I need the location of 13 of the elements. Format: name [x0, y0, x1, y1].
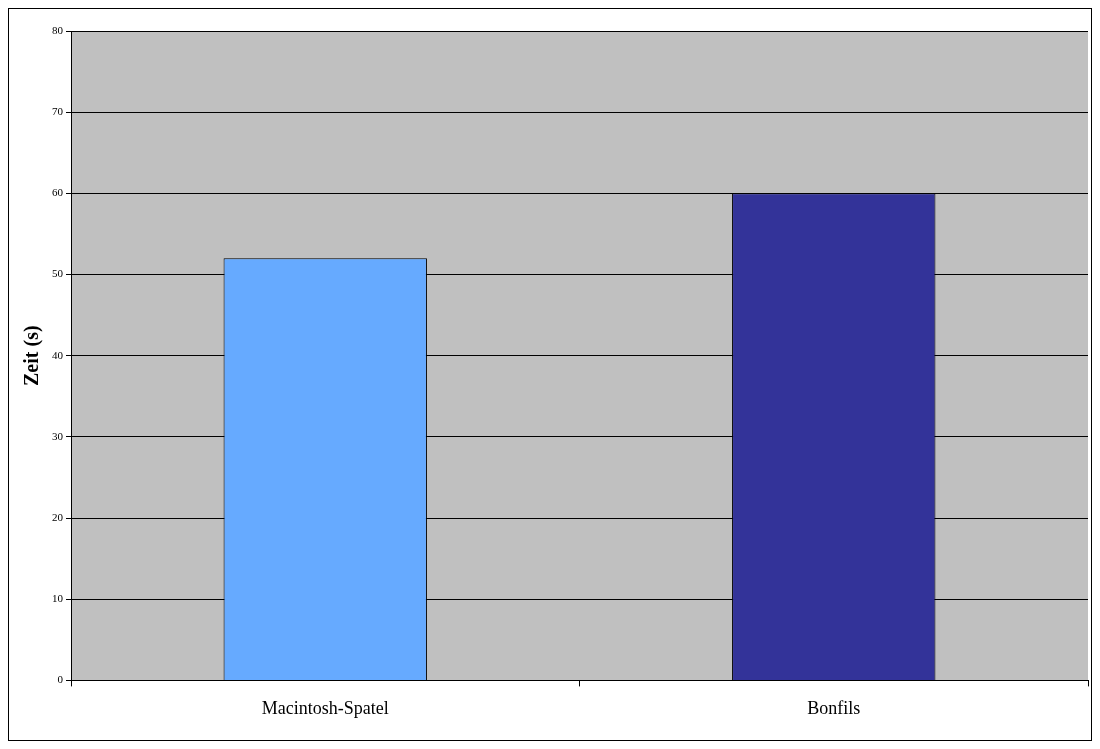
- y-axis-title: Zeit (s): [20, 325, 44, 386]
- y-tick-label: 80: [52, 23, 64, 36]
- x-tick-label: Bonfils: [807, 697, 861, 718]
- y-tick-label: 0: [57, 673, 64, 686]
- y-tick-label: 10: [52, 592, 64, 605]
- x-tick-label: Macintosh-Spatel: [261, 697, 389, 718]
- y-tick-label: 50: [52, 267, 64, 280]
- y-tick-label: 40: [52, 348, 64, 361]
- y-tick-label: 20: [52, 510, 64, 523]
- y-tick-label: 60: [52, 186, 64, 199]
- y-tick-label: 30: [52, 429, 64, 442]
- chart-frame: Zeit (s) Macintosh-Spatel Bonfils 0 10 20 30 40 50 60 70 80: [8, 8, 1092, 741]
- y-tick-label: 70: [52, 105, 64, 118]
